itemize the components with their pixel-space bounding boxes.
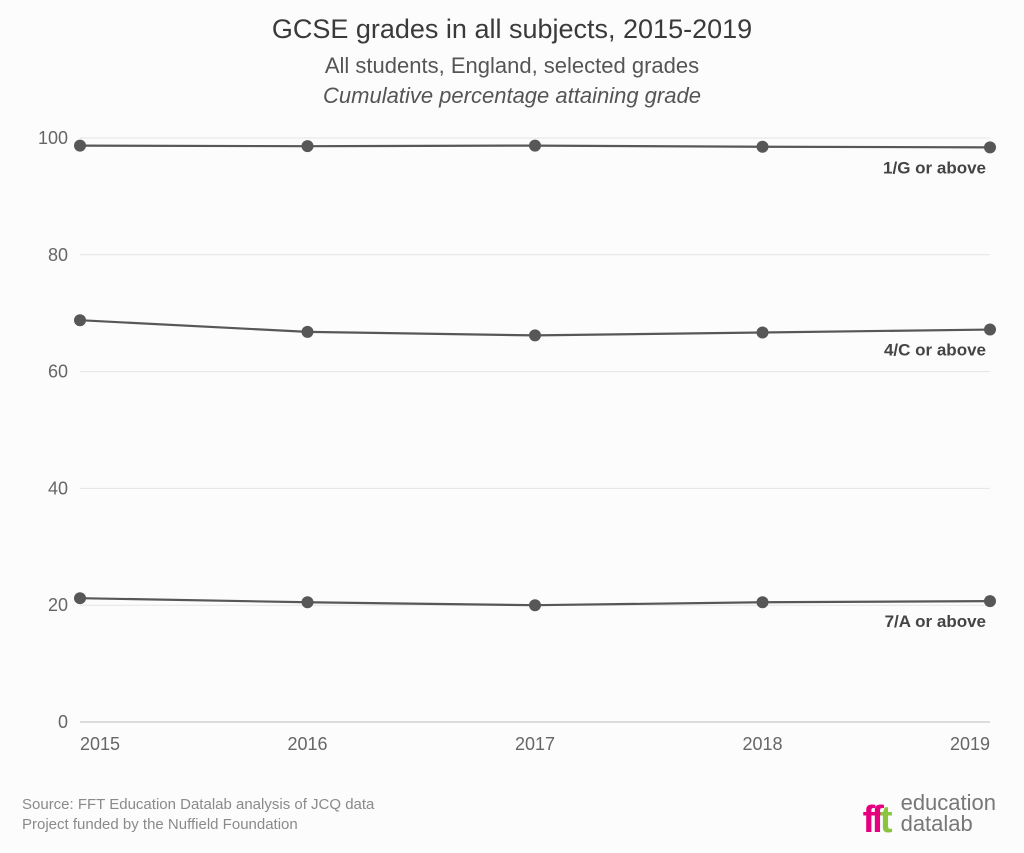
marker-4C xyxy=(74,314,86,326)
y-tick-label: 80 xyxy=(48,245,68,265)
marker-1G xyxy=(529,140,541,152)
marker-7A xyxy=(984,595,996,607)
marker-7A xyxy=(757,596,769,608)
marker-1G xyxy=(302,140,314,152)
series-label-7A: 7/A or above xyxy=(885,612,986,631)
y-tick-label: 20 xyxy=(48,595,68,615)
marker-1G xyxy=(757,141,769,153)
marker-7A xyxy=(74,592,86,604)
source-line: Source: FFT Education Datalab analysis o… xyxy=(22,795,374,815)
marker-4C xyxy=(984,324,996,336)
marker-4C xyxy=(757,326,769,338)
y-tick-label: 100 xyxy=(38,128,68,148)
x-tick-label: 2015 xyxy=(80,734,120,754)
marker-1G xyxy=(74,140,86,152)
chart-subtitle-1: All students, England, selected grades xyxy=(325,53,699,78)
chart-subtitle-2: Cumulative percentage attaining grade xyxy=(0,81,1024,111)
marker-7A xyxy=(529,599,541,611)
x-tick-label: 2018 xyxy=(742,734,782,754)
x-tick-label: 2017 xyxy=(515,734,555,754)
marker-7A xyxy=(302,596,314,608)
chart-area: 0 20 40 60 80 100 2015 2016 2017 2018 2019 1/G or a… xyxy=(30,130,1000,758)
series-label-1G: 1/G or above xyxy=(883,158,986,177)
fft-logo: fft education datalab xyxy=(863,793,996,835)
y-tick-label: 40 xyxy=(48,478,68,498)
marker-1G xyxy=(984,141,996,153)
marker-4C xyxy=(529,329,541,341)
series-label-4C: 4/C or above xyxy=(884,341,986,360)
x-tick-label: 2019 xyxy=(950,734,990,754)
logo-word-2: datalab xyxy=(901,811,973,836)
x-tick-label: 2016 xyxy=(287,734,327,754)
chart-title: GCSE grades in all subjects, 2015-2019 xyxy=(0,14,1024,45)
y-tick-label: 0 xyxy=(58,712,68,732)
funding-line: Project funded by the Nuffield Foundatio… xyxy=(22,815,374,835)
y-tick-label: 60 xyxy=(48,362,68,382)
marker-4C xyxy=(302,326,314,338)
